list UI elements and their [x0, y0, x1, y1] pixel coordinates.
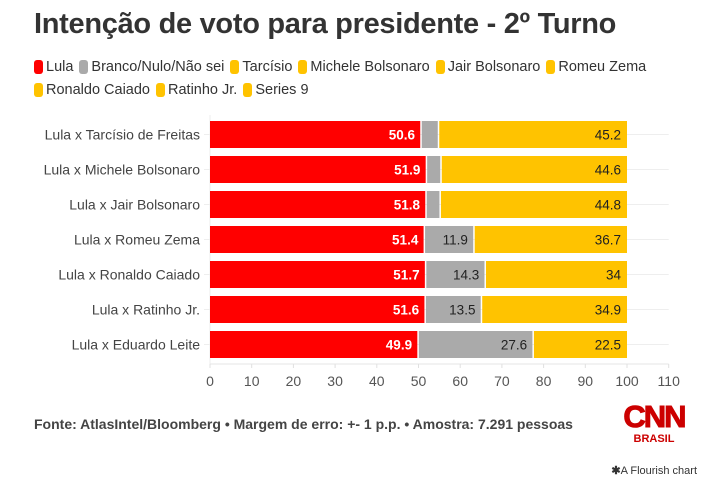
brasil-logo-text: BRASIL	[633, 433, 675, 445]
x-tick-label: 10	[244, 373, 260, 389]
legend-swatch	[156, 83, 165, 97]
flourish-credit-text: A Flourish chart	[620, 465, 697, 477]
value-label-branco: 27.6	[501, 338, 527, 353]
bar-opponent	[441, 156, 627, 183]
x-tick-label: 80	[536, 373, 552, 389]
row-label: Lula x Tarcísio de Freitas	[45, 127, 200, 143]
value-label-opponent: 44.8	[595, 198, 621, 213]
bar-lula	[210, 191, 426, 218]
flourish-credit[interactable]: ✱A Flourish chart	[611, 464, 697, 477]
value-label-lula: 51.7	[393, 268, 419, 283]
legend-label: Tarcísio	[242, 59, 293, 75]
row-label: Lula x Michele Bolsonaro	[44, 162, 201, 178]
legend-swatch	[34, 60, 43, 74]
legend-item[interactable]: Ronaldo Caiado	[34, 80, 150, 100]
cnn-brasil-logo[interactable]: CNN BRASIL	[622, 399, 687, 452]
legend-label: Romeu Zema	[558, 59, 647, 75]
legend-label: Branco/Nulo/Não sei	[91, 59, 225, 75]
bar-opponent	[439, 121, 627, 148]
bar-branco	[418, 331, 533, 358]
legend-swatch	[546, 60, 556, 74]
x-tick-label: 110	[658, 373, 681, 389]
row-label: Lula x Ratinho Jr.	[92, 302, 200, 318]
bar-opponent	[533, 331, 627, 358]
chart-title: Intenção de voto para presidente - 2º Tu…	[34, 8, 617, 40]
legend-item[interactable]: Jair Bolsonaro	[435, 57, 541, 77]
x-tick-label: 20	[286, 373, 302, 389]
legend-swatch	[34, 83, 43, 97]
value-label-lula: 51.8	[394, 198, 421, 213]
bar-lula	[210, 156, 426, 183]
bar-opponent	[474, 226, 627, 253]
legend-item[interactable]: Romeu Zema	[546, 57, 646, 77]
legend-label: Lula	[46, 59, 74, 75]
legend-label: Series 9	[255, 82, 309, 98]
value-label-lula: 51.9	[394, 163, 420, 178]
cnn-logo-text: CNN	[623, 399, 687, 434]
legend-item[interactable]: Tarcísio	[230, 57, 292, 77]
value-label-branco: 13.5	[449, 303, 475, 318]
legend-item[interactable]: Lula	[34, 57, 73, 77]
legend-swatch	[230, 60, 240, 74]
bar-opponent	[485, 261, 627, 288]
bar-branco	[427, 156, 441, 183]
x-tick-label: 0	[206, 373, 214, 389]
value-label-opponent: 22.5	[595, 338, 621, 353]
value-label-lula: 51.6	[393, 303, 420, 318]
value-label-opponent: 34	[606, 268, 622, 283]
bar-lula	[210, 296, 425, 323]
bar-branco	[425, 296, 481, 323]
bar-opponent	[482, 296, 627, 323]
bar-opponent	[440, 191, 627, 218]
legend: Lula Branco/Nulo/Não sei Tarcísio Michele B…	[34, 57, 654, 103]
value-label-lula: 50.6	[389, 128, 416, 143]
bar-lula	[210, 331, 418, 358]
value-label-opponent: 36.7	[595, 233, 621, 248]
value-label-branco: 14.3	[453, 268, 479, 283]
bar-lula	[210, 261, 425, 288]
value-label-branco: 11.9	[443, 233, 468, 248]
legend-item[interactable]: Michele Bolsonaro	[298, 57, 430, 77]
legend-swatch	[243, 83, 253, 97]
value-label-lula: 49.9	[386, 338, 412, 353]
row-label: Lula x Ronaldo Caiado	[58, 267, 200, 283]
legend-label: Jair Bolsonaro	[447, 59, 541, 75]
value-label-lula: 51.4	[392, 233, 419, 248]
row-label: Lula x Jair Bolsonaro	[69, 197, 200, 213]
bar-chart: 0 10 20 30 40 50 60 70 80 90 100 110 Lula x Tarcísio…	[44, 115, 681, 389]
x-tick-label: 50	[411, 373, 427, 389]
value-label-opponent: 44.6	[595, 163, 621, 178]
row-label: Lula x Romeu Zema	[74, 232, 200, 248]
legend-swatch	[79, 60, 89, 74]
x-tick-label: 60	[452, 373, 468, 389]
bar-lula	[210, 121, 421, 148]
x-tick-label: 30	[327, 373, 343, 389]
bar-branco	[426, 191, 440, 218]
source-note: Fonte: AtlasIntel/Bloomberg • Margem de …	[34, 416, 573, 432]
legend-label: Michele Bolsonaro	[310, 59, 430, 75]
legend-item[interactable]: Branco/Nulo/Não sei	[79, 57, 224, 77]
asterisk-icon: ✱	[611, 465, 621, 477]
legend-label: Ratinho Jr.	[168, 82, 238, 98]
legend-label: Ronaldo Caiado	[46, 82, 150, 98]
x-tick-label: 90	[578, 373, 594, 389]
value-label-opponent: 34.9	[595, 303, 621, 318]
bar-branco	[426, 261, 485, 288]
legend-item[interactable]: Ratinho Jr.	[156, 80, 237, 100]
bar-lula	[210, 226, 424, 253]
bar-branco	[421, 121, 438, 148]
x-tick-label: 70	[494, 373, 510, 389]
legend-item[interactable]: Series 9	[243, 80, 309, 100]
x-tick-label: 40	[369, 373, 385, 389]
legend-swatch	[298, 60, 308, 74]
value-label-opponent: 45.2	[595, 128, 621, 143]
legend-swatch	[435, 60, 445, 74]
row-label: Lula x Eduardo Leite	[72, 337, 201, 353]
bar-branco	[425, 226, 474, 253]
x-tick-label: 100	[615, 373, 639, 389]
